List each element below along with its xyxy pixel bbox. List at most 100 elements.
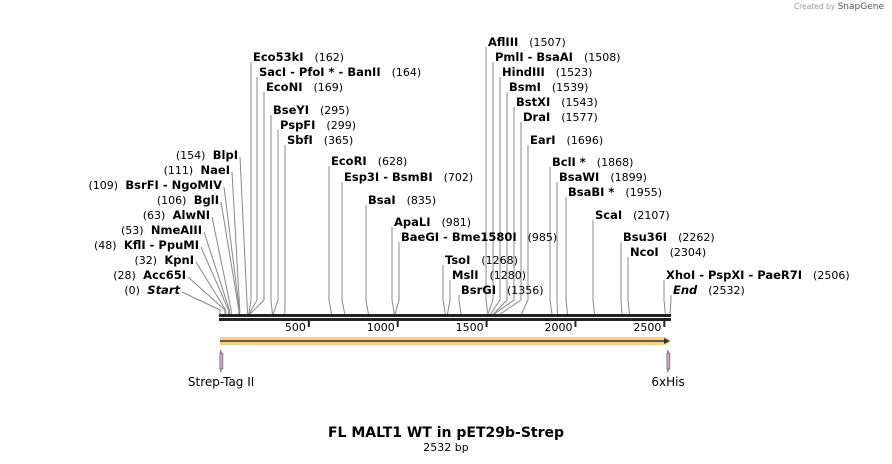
- restriction-site-label[interactable]: BsmI (1539): [509, 80, 588, 95]
- site-position: (2532): [708, 284, 745, 297]
- site-name: HindIII: [502, 65, 545, 79]
- credit-prefix: Created by: [793, 2, 836, 11]
- site-name: SbfI: [287, 133, 313, 147]
- restriction-site-label[interactable]: End (2532): [673, 283, 745, 298]
- site-name: ApaLI: [394, 215, 431, 229]
- cut-site-line: [328, 166, 333, 315]
- restriction-site-label[interactable]: Bsu36I (2262): [623, 230, 715, 245]
- orf-arrowhead-icon: [664, 338, 670, 344]
- scale-tick-label: 2500: [633, 321, 662, 334]
- site-position: (1280): [489, 269, 527, 282]
- restriction-site-label[interactable]: EcoNI (169): [266, 80, 343, 95]
- site-position: (32): [134, 254, 158, 267]
- restriction-site-label[interactable]: (109) BsrFI - NgoMIV: [89, 178, 222, 193]
- restriction-site-label[interactable]: (48) KflI - PpuMI: [94, 238, 199, 253]
- cut-site-line: [270, 115, 273, 315]
- restriction-site-label[interactable]: BseYI (295): [273, 103, 350, 118]
- site-name: BsrGI: [461, 283, 496, 297]
- restriction-site-label[interactable]: (63) AlwNI: [143, 208, 210, 223]
- restriction-site-label[interactable]: BaeGI - Bme1580I (985): [401, 230, 557, 245]
- site-name: BaeGI - Bme1580I: [401, 230, 517, 244]
- cut-site-line: [499, 122, 522, 315]
- scale-tick: [396, 320, 399, 327]
- restriction-site-label[interactable]: BclI * (1868): [552, 155, 633, 170]
- restriction-site-label[interactable]: BsaWI (1899): [559, 170, 647, 185]
- restriction-site-label[interactable]: PspFI (299): [280, 118, 356, 133]
- restriction-site-label[interactable]: DraI (1577): [523, 110, 598, 125]
- restriction-site-label[interactable]: TsoI (1268): [445, 253, 518, 268]
- restriction-site-label[interactable]: Esp3I - BsmBI (702): [344, 170, 473, 185]
- site-position: (164): [391, 66, 422, 79]
- restriction-site-label[interactable]: ApaLI (981): [394, 215, 471, 230]
- site-name: NcoI: [630, 245, 659, 259]
- restriction-site-label[interactable]: (0) Start: [124, 283, 180, 298]
- site-position: (1356): [506, 284, 544, 297]
- site-name: AlwNI: [172, 208, 210, 222]
- restriction-site-label[interactable]: (111) NaeI: [164, 163, 230, 178]
- restriction-site-label[interactable]: SacI - PfoI * - BanII (164): [259, 65, 421, 80]
- site-position: (109): [88, 179, 119, 192]
- restriction-site-label[interactable]: XhoI - PspXI - PaeR7I (2506): [666, 268, 850, 283]
- restriction-site-label[interactable]: (28) Acc65I: [113, 268, 186, 283]
- site-position: (106): [156, 194, 187, 207]
- restriction-site-label[interactable]: PmlI - BsaAI (1508): [495, 50, 621, 65]
- site-position: (1696): [566, 134, 604, 147]
- site-position: (702): [443, 171, 474, 184]
- site-position: (2262): [678, 231, 715, 244]
- site-position: (111): [163, 164, 194, 177]
- site-position: (48): [94, 239, 117, 252]
- restriction-site-label[interactable]: BsaI (835): [368, 193, 436, 208]
- site-position: (63): [142, 209, 166, 222]
- site-name: Eco53kI: [253, 50, 304, 64]
- cut-site-line: [592, 220, 595, 315]
- restriction-site-label[interactable]: NcoI (2304): [630, 245, 706, 260]
- cut-site-line: [487, 62, 494, 315]
- feature-label[interactable]: Strep-Tag II: [187, 375, 255, 389]
- site-name: BglI: [193, 193, 219, 207]
- site-position: (295): [320, 104, 350, 117]
- scale-tick: [485, 320, 488, 327]
- restriction-site-label[interactable]: MslI (1280): [452, 268, 526, 283]
- site-position: (1523): [555, 66, 593, 79]
- site-position: (162): [314, 51, 345, 64]
- cut-site-line: [272, 130, 279, 315]
- site-name: Bsu36I: [623, 230, 668, 244]
- restriction-site-label[interactable]: (106) BglI: [157, 193, 219, 208]
- restriction-site-label[interactable]: Eco53kI (162): [253, 50, 344, 65]
- site-name: PmlI - BsaAI: [495, 50, 573, 64]
- restriction-site-label[interactable]: ScaI (2107): [595, 208, 670, 223]
- cut-site-line: [187, 276, 226, 314]
- restriction-site-label[interactable]: SbfI (365): [287, 133, 353, 148]
- site-position: (0): [124, 284, 140, 297]
- restriction-site-label[interactable]: EcoRI (628): [331, 154, 407, 169]
- cut-site-line: [485, 47, 489, 315]
- site-name: BsaWI: [559, 170, 600, 184]
- site-name: NmeAIII: [150, 223, 202, 237]
- site-name: BseYI: [273, 103, 310, 117]
- site-position: (1577): [561, 111, 598, 124]
- restriction-site-label[interactable]: BsrGI (1356): [461, 283, 544, 298]
- site-position: (1539): [551, 81, 589, 94]
- restriction-site-label[interactable]: (154) BlpI: [176, 148, 238, 163]
- cut-site-line: [211, 216, 232, 314]
- site-name: TsoI: [445, 253, 471, 267]
- restriction-site-label[interactable]: HindIII (1523): [502, 65, 592, 80]
- cut-site-line: [620, 242, 623, 315]
- site-name: KflI - PpuMI: [123, 238, 199, 252]
- restriction-site-label[interactable]: EarI (1696): [530, 133, 603, 148]
- sequence-bar-bottom: [219, 318, 671, 321]
- restriction-site-label[interactable]: BsaBI * (1955): [568, 185, 662, 200]
- restriction-site-label[interactable]: (53) NmeAIII: [121, 223, 202, 238]
- restriction-site-label[interactable]: AflIII (1507): [488, 35, 566, 50]
- site-position: (154): [175, 149, 206, 162]
- site-name: EcoRI: [331, 154, 367, 168]
- cut-site-line: [200, 246, 230, 314]
- site-position: (53): [120, 224, 144, 237]
- cut-site-line: [341, 182, 346, 315]
- feature-label[interactable]: 6xHis: [651, 375, 685, 389]
- cut-site-line: [458, 295, 462, 315]
- restriction-site-label[interactable]: (32) KpnI: [134, 253, 194, 268]
- restriction-site-label[interactable]: BstXI (1543): [516, 95, 598, 110]
- site-name: PspFI: [280, 118, 316, 132]
- cut-site-line: [220, 201, 240, 314]
